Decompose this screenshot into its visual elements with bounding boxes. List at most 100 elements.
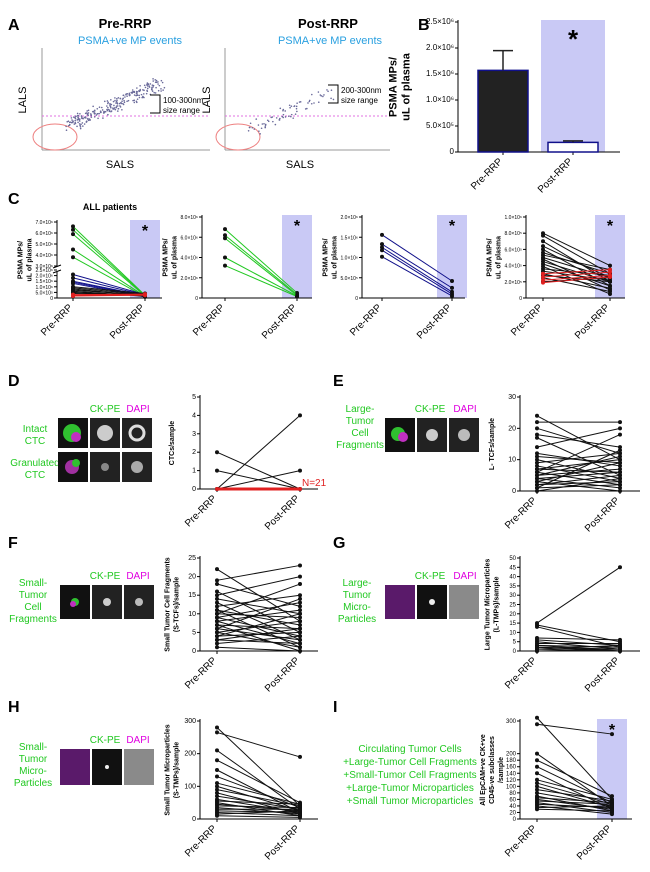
chart-i-ytick-label: 100	[506, 784, 517, 790]
chart-c4-point	[608, 286, 612, 291]
panel-g-ch1-label: CK-PE	[415, 571, 446, 582]
panel-d-ch2-label: DAPI	[126, 404, 149, 415]
chart-c1-ytick-label: 2.5×10⁶	[36, 268, 54, 274]
scatter-event	[126, 95, 128, 97]
chart-i-series-line	[536, 808, 613, 812]
chart-i-ytick-label: 80	[509, 791, 516, 797]
chart-f-point	[215, 611, 219, 616]
chart-c1-ytick-label: 1.5×10⁶	[36, 279, 54, 285]
chart-c2-point	[223, 236, 227, 241]
scatter-event	[133, 99, 135, 102]
panel-h-label-2: Tumor	[19, 754, 48, 765]
chart-e-point	[618, 473, 622, 478]
chart-h-series-line	[216, 731, 301, 758]
scatter-event	[81, 122, 84, 124]
chart-g: 0 5 10 15 20 25 30 35 40 45 50 Large Tumor Micropar…	[485, 556, 640, 695]
scatter-event	[96, 112, 99, 115]
chart-h-series-line	[216, 789, 301, 807]
chart-e-ytick-label: 30	[508, 394, 516, 401]
chart-e-ytick-label: 0	[512, 488, 516, 495]
chart-c2-xtick-label: Post-RRP	[260, 302, 299, 341]
scatter-event	[153, 91, 156, 94]
scatter-event	[79, 126, 82, 128]
scatter-event	[299, 101, 302, 103]
chart-i-xtick-label: Post-RRP	[575, 823, 614, 862]
chart-i-xtick-label: Pre-RRP	[503, 823, 539, 859]
chart-e-point	[618, 479, 622, 484]
chart-f-point	[215, 619, 219, 624]
panel-h-label-1: Small-	[19, 742, 47, 753]
chart-i-point	[610, 812, 614, 817]
chart-c3-point	[450, 278, 454, 283]
scatter-event	[151, 90, 154, 92]
chart-c3-ytick-label: 5.0×10⁵	[340, 276, 358, 282]
scatter-event	[95, 114, 98, 116]
chart-h-point	[215, 784, 219, 789]
chart-f-series-line	[216, 598, 301, 615]
scatter-event	[102, 117, 104, 119]
scatter-event	[77, 118, 79, 121]
scatter-event	[308, 100, 311, 103]
chart-g-ytick-label: 35	[509, 584, 516, 590]
scatter-event	[278, 119, 281, 121]
scatter-event	[282, 109, 284, 112]
scatter-event	[110, 103, 113, 106]
chart-g-ytick-label: 20	[509, 612, 516, 618]
chart-c2-point	[223, 255, 227, 260]
panel-a-pre-scatter	[65, 78, 166, 131]
scatter-event	[81, 117, 83, 120]
chart-c4-series-line	[542, 276, 611, 284]
chart-c4-series-line	[542, 277, 611, 293]
chart-g-series-line	[536, 639, 621, 646]
chart-i-point	[535, 807, 539, 812]
chart-f-point	[298, 619, 302, 624]
scatter-event	[116, 110, 119, 112]
chart-g-ytick-label: 10	[509, 630, 516, 636]
panel-g-label-2: Tumor	[343, 590, 372, 601]
scatter-event	[110, 110, 112, 113]
scatter-event	[267, 120, 270, 123]
chart-c2-point	[223, 227, 227, 232]
panel-i-label-1: Circulating Tumor Cells	[358, 744, 461, 755]
chart-e-series-line	[536, 456, 621, 476]
panel-letter-f: F	[8, 535, 18, 552]
chart-c4-point	[608, 274, 612, 279]
scatter-event	[139, 85, 141, 87]
chart-c1-point	[71, 227, 75, 232]
panel-a-pre-xlabel: SALS	[106, 159, 134, 171]
scatter-event	[152, 86, 154, 88]
chart-e-point	[535, 463, 539, 468]
chart-c3-ytick-label: 0	[355, 296, 358, 302]
chart-c3-point	[450, 285, 454, 290]
chart-c1-ytick-label: 4.0×10⁶	[36, 253, 54, 259]
chart-i-series-line	[536, 723, 613, 735]
scatter-event	[108, 110, 111, 113]
scatter-event	[275, 117, 278, 119]
scatter-event	[77, 121, 79, 124]
chart-f-point	[215, 600, 219, 605]
scatter-event	[93, 109, 96, 112]
chart-c2-series-line	[224, 237, 298, 296]
chart-c2: 0 2.0×10⁶ 4.0×10⁶ 6.0×10⁶ 8.0×10⁶ PSMA MPs/uL…	[163, 215, 312, 342]
chart-f-point	[298, 582, 302, 587]
chart-c1-point	[143, 293, 147, 298]
chart-e-point	[535, 489, 539, 493]
scatter-event	[154, 81, 157, 84]
scatter-event	[151, 84, 154, 86]
panel-f-label-2: Tumor	[19, 590, 48, 601]
chart-c1-point	[71, 275, 75, 280]
chart-d-point	[298, 487, 302, 491]
chart-h-ytick-label: 200	[184, 751, 196, 758]
chart-c4-point	[608, 263, 612, 268]
chart-c4-point	[541, 280, 545, 285]
chart-c1-point	[71, 224, 75, 229]
chart-e-point	[618, 485, 622, 490]
scatter-event	[93, 116, 96, 118]
scatter-event	[249, 126, 251, 129]
panel-a-post-subtitle: PSMA+ve MP events	[278, 35, 383, 47]
scatter-event	[145, 92, 148, 95]
scatter-event	[90, 116, 93, 118]
scatter-event	[282, 116, 285, 119]
panel-a-post-size-note-1: 200-300nm	[341, 86, 382, 95]
scatter-event	[131, 89, 134, 91]
